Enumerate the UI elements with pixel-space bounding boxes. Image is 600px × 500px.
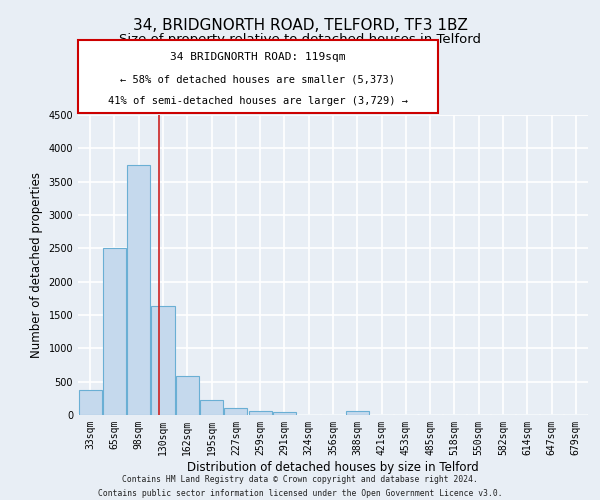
Bar [200, 400, 223, 415]
Bar [103, 248, 126, 415]
Bar [273, 412, 296, 415]
Y-axis label: Number of detached properties: Number of detached properties [30, 172, 43, 358]
Text: 34, BRIDGNORTH ROAD, TELFORD, TF3 1BZ: 34, BRIDGNORTH ROAD, TELFORD, TF3 1BZ [133, 18, 467, 32]
Bar [79, 390, 101, 415]
Bar [224, 408, 247, 415]
Text: Contains HM Land Registry data © Crown copyright and database right 2024.
Contai: Contains HM Land Registry data © Crown c… [98, 476, 502, 498]
Text: Size of property relative to detached houses in Telford: Size of property relative to detached ho… [119, 32, 481, 46]
Text: 34 BRIDGNORTH ROAD: 119sqm: 34 BRIDGNORTH ROAD: 119sqm [170, 52, 346, 62]
Bar [176, 376, 199, 415]
Text: ← 58% of detached houses are smaller (5,373): ← 58% of detached houses are smaller (5,… [121, 74, 395, 84]
Bar [127, 165, 150, 415]
Bar [248, 411, 272, 415]
Bar [151, 306, 175, 415]
X-axis label: Distribution of detached houses by size in Telford: Distribution of detached houses by size … [187, 460, 479, 473]
Bar [346, 411, 369, 415]
Text: 41% of semi-detached houses are larger (3,729) →: 41% of semi-detached houses are larger (… [108, 96, 408, 106]
